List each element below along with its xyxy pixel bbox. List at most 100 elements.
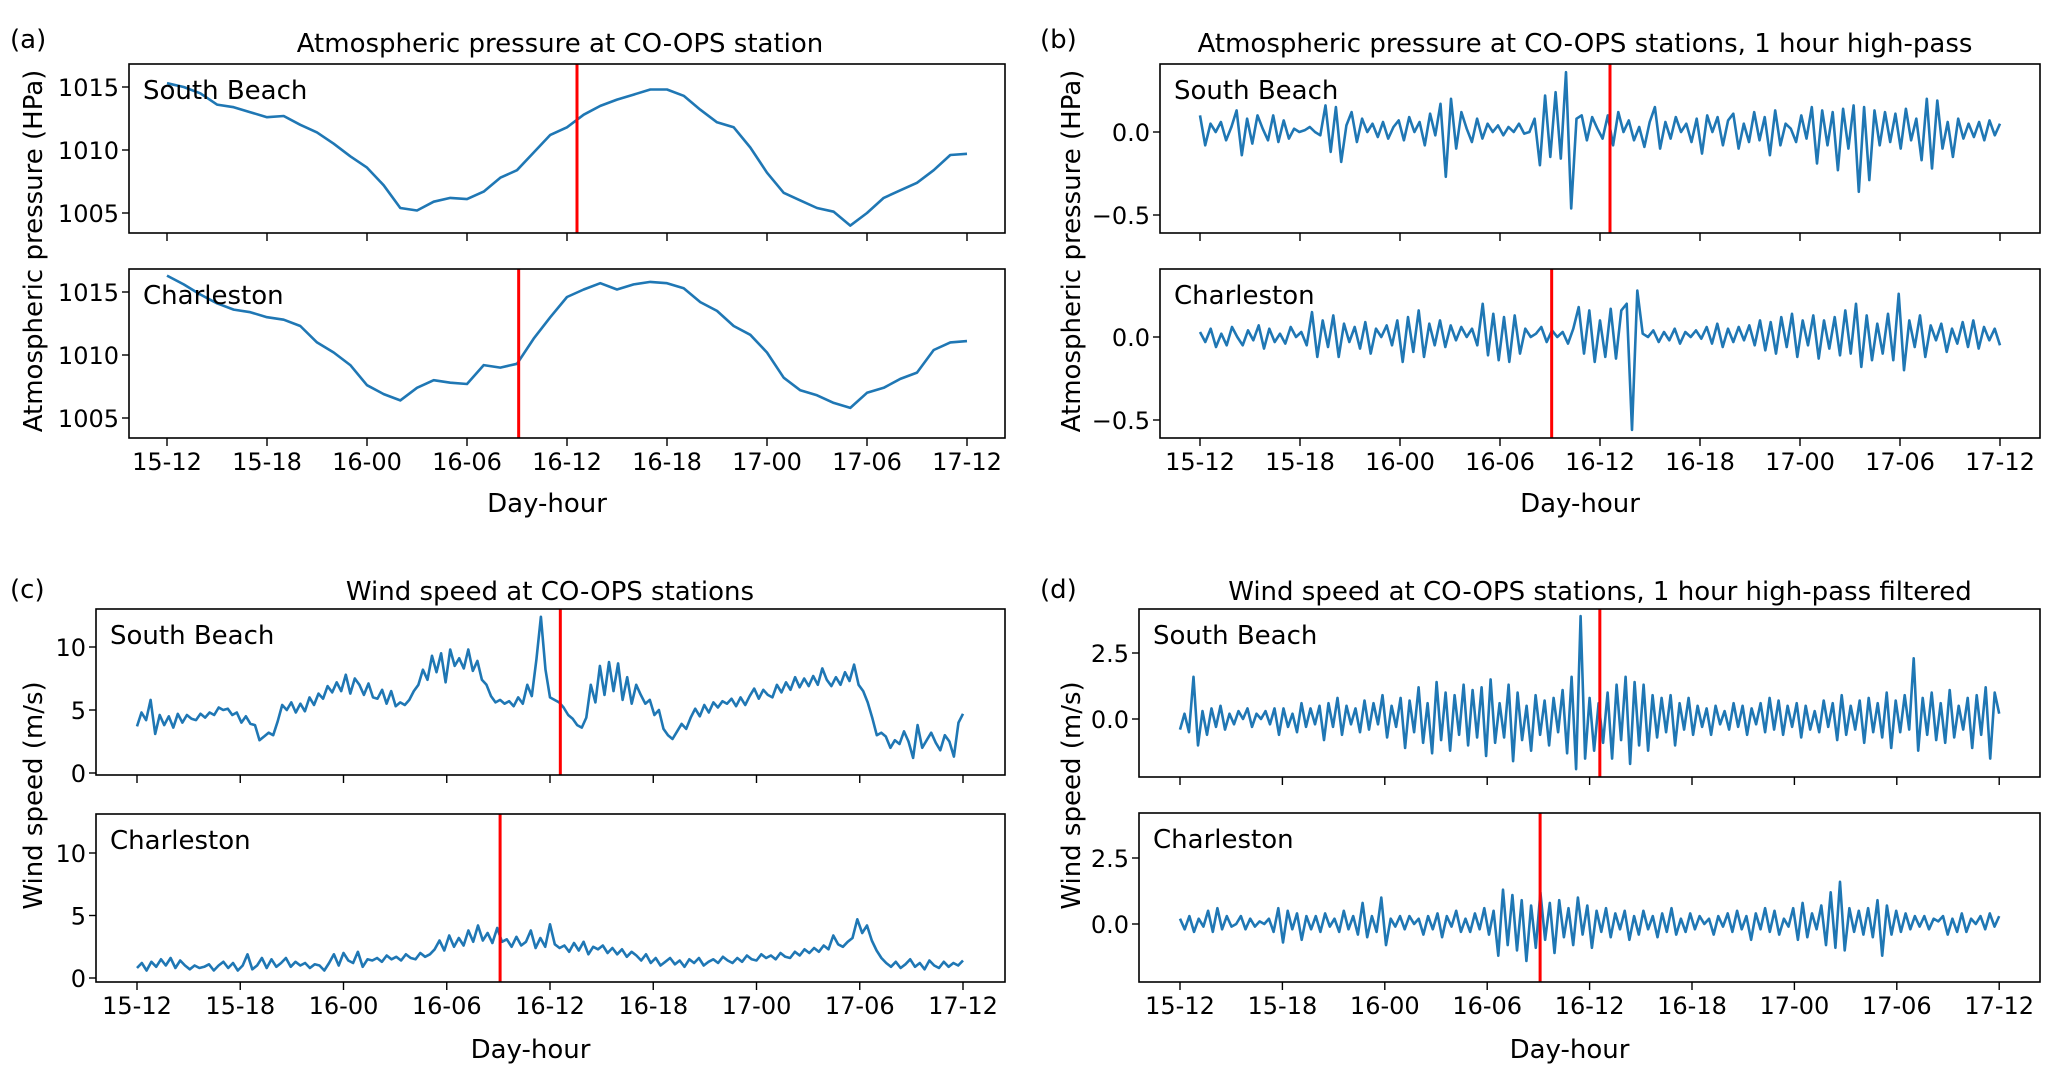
y-tick-label: 1015 [58, 279, 119, 307]
x-tick-label: 16-06 [412, 992, 482, 1020]
panel-title: Wind speed at CO-OPS stations [346, 577, 754, 607]
y-tick-label: 0.0 [1112, 324, 1150, 352]
x-tick-label: 15-18 [232, 448, 302, 476]
station-label: Charleston [1153, 825, 1294, 855]
subplot-charleston: Charleston −0.5 0.0 15-12 15-18 16-00 16-06 16-… [1092, 268, 2041, 476]
x-tick-label: 17-06 [1865, 448, 1935, 476]
y-tick-label: 1005 [58, 405, 119, 433]
y-tick-label: 0 [71, 760, 86, 788]
x-tick-label: 17-00 [1760, 992, 1830, 1020]
y-tick-label: 5 [71, 903, 86, 931]
subplot-south-beach: South Beach 0.0 2.5 [1091, 608, 2041, 785]
x-tick-label: 17-00 [1765, 448, 1835, 476]
x-tick-label: 15-12 [1165, 448, 1235, 476]
y-tick-label: 0.0 [1091, 706, 1129, 734]
panel-title: Atmospheric pressure at CO-OPS station [297, 29, 824, 59]
x-tick-label: 15-18 [205, 992, 275, 1020]
station-label: South Beach [1153, 621, 1317, 651]
y-axis-label: Wind speed (m/s) [1057, 681, 1087, 909]
x-axis-label: Day-hour [1510, 1035, 1630, 1065]
panel-title: Atmospheric pressure at CO-OPS stations,… [1198, 29, 1973, 59]
x-tick-label: 16-18 [632, 448, 702, 476]
y-axis-label: Atmospheric pressure (HPa) [19, 70, 49, 433]
panel-a: (a) Atmospheric pressure at CO-OPS statio… [10, 25, 1006, 519]
y-tick-label: −0.5 [1092, 202, 1150, 230]
x-tick-label: 17-00 [732, 448, 802, 476]
x-tick-label: 16-12 [532, 448, 602, 476]
x-axis-label: Day-hour [471, 1035, 591, 1065]
x-tick-label: 16-12 [515, 992, 585, 1020]
x-tick-label: 16-12 [1555, 992, 1625, 1020]
panel-title: Wind speed at CO-OPS stations, 1 hour hi… [1228, 577, 1972, 607]
station-label: Charleston [1174, 281, 1315, 311]
station-label: Charleston [143, 281, 284, 311]
x-tick-label: 17-06 [832, 448, 902, 476]
x-tick-label: 16-18 [618, 992, 688, 1020]
data-line [166, 274, 968, 410]
x-axis-label: Day-hour [487, 489, 607, 519]
x-tick-label: 16-18 [1665, 448, 1735, 476]
data-line [135, 615, 965, 760]
x-tick-label: 16-00 [332, 448, 402, 476]
y-tick-label: 2.5 [1091, 845, 1129, 873]
panel-d: (d) Wind speed at CO-OPS stations, 1 hour… [1040, 575, 2041, 1065]
panel-label: (b) [1040, 25, 1077, 55]
y-axis-label: Wind speed (m/s) [19, 681, 49, 909]
x-tick-label: 17-12 [1964, 992, 2034, 1020]
data-line [1178, 614, 2001, 771]
x-tick-label: 17-00 [722, 992, 792, 1020]
station-label: Charleston [110, 826, 251, 856]
station-label: South Beach [1174, 76, 1338, 106]
subplot-south-beach: South Beach 1005 1010 1015 [58, 63, 1006, 241]
y-tick-label: 0 [71, 965, 86, 993]
x-tick-label: 16-12 [1565, 448, 1635, 476]
y-tick-label: 1015 [58, 74, 119, 102]
x-tick-label: 16-00 [1350, 992, 1420, 1020]
x-tick-label: 16-06 [432, 448, 502, 476]
subplot-south-beach: South Beach 0 5 10 [55, 608, 1006, 788]
y-axis-label: Atmospheric pressure (HPa) [1057, 70, 1087, 433]
y-tick-label: 10 [55, 634, 86, 662]
panel-label: (a) [10, 25, 46, 55]
subplot-charleston: Charleston 0 5 10 15-12 15-18 16-00 16-06 16-12 1… [55, 813, 1006, 1020]
panel-label: (c) [10, 575, 45, 605]
y-tick-label: 2.5 [1091, 640, 1129, 668]
data-line [1178, 880, 2001, 963]
x-tick-label: 16-06 [1452, 992, 1522, 1020]
x-tick-label: 17-06 [825, 992, 895, 1020]
x-tick-label: 16-00 [309, 992, 379, 1020]
y-tick-label: 0.0 [1091, 911, 1129, 939]
y-tick-label: −0.5 [1092, 407, 1150, 435]
subplot-charleston: Charleston 1005 1010 1015 15-12 15-18 16-00 16-… [58, 268, 1006, 476]
data-line [1198, 289, 2002, 432]
x-tick-label: 17-06 [1862, 992, 1932, 1020]
data-line [1198, 70, 2002, 210]
y-tick-label: 1005 [58, 200, 119, 228]
panel-label: (d) [1040, 575, 1077, 605]
subplot-south-beach: South Beach −0.5 0.0 [1092, 63, 2041, 241]
y-tick-label: 10 [55, 840, 86, 868]
y-tick-label: 0.0 [1112, 119, 1150, 147]
y-tick-label: 5 [71, 697, 86, 725]
x-tick-label: 15-18 [1265, 448, 1335, 476]
y-tick-label: 1010 [58, 342, 119, 370]
x-tick-label: 15-12 [1145, 992, 1215, 1020]
data-line [136, 917, 964, 972]
x-tick-label: 16-00 [1365, 448, 1435, 476]
station-label: South Beach [110, 621, 274, 651]
x-tick-label: 16-18 [1657, 992, 1727, 1020]
x-tick-label: 17-12 [932, 448, 1002, 476]
x-tick-label: 16-06 [1465, 448, 1535, 476]
y-tick-label: 1010 [58, 137, 119, 165]
x-tick-label: 15-18 [1248, 992, 1318, 1020]
panel-b: (b) Atmospheric pressure at CO-OPS statio… [1040, 25, 2041, 519]
x-tick-label: 17-12 [928, 992, 998, 1020]
x-axis-label: Day-hour [1520, 489, 1640, 519]
station-label: South Beach [143, 76, 307, 106]
subplot-charleston: Charleston 0.0 2.5 15-12 15-18 16-00 16-06 16-1… [1091, 812, 2041, 1020]
data-line [166, 81, 968, 227]
x-tick-label: 15-12 [132, 448, 202, 476]
x-tick-label: 15-12 [102, 992, 172, 1020]
